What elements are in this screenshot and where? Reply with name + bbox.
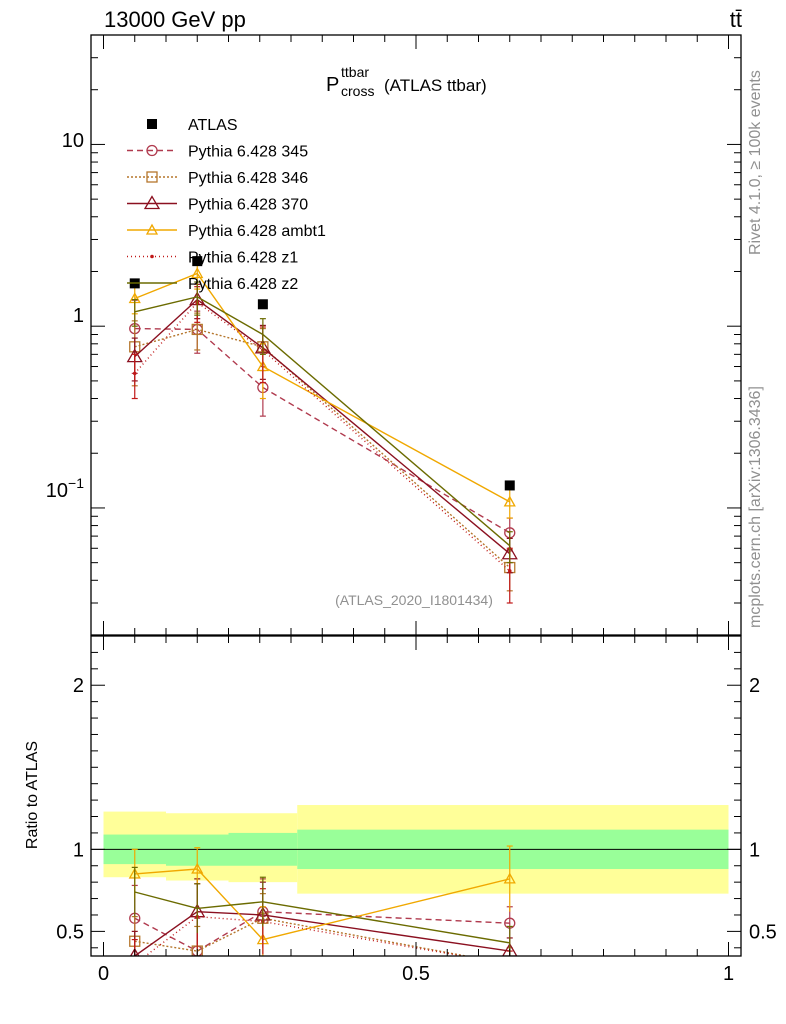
ratio-point [129,947,140,956]
ratio-line [134,891,510,944]
data-point [507,569,512,573]
ratio-frame [90,635,742,957]
series-4 [131,286,513,604]
title-rest: (ATLAS ttbar) [384,76,487,95]
reference-point [504,480,515,491]
legend-marker [150,254,154,259]
mcplots-label: mcplots.cern.ch [arXiv:1306.3436] [747,386,764,628]
series-line [134,272,511,503]
data-point [503,495,516,507]
series-line [134,296,511,547]
ratio-point [508,962,512,966]
ratio-line [134,910,510,956]
ratio-series-4 [131,883,513,966]
title-subscript: cross [341,83,374,99]
ratio-panel: 0.5 0.5 1 1 2 2 0 0.5 1 Ratio to ATLAS [24,635,777,985]
ratio-point [505,959,515,969]
ratio-series-1 [129,893,515,969]
ratio-y-tick-label-right: 0.5 [749,921,777,943]
rivet-label: Rivet 4.1.0, ≥ 100k events [747,70,764,255]
legend-label: Pythia 6.428 370 [188,197,308,214]
ratio-point [133,962,137,966]
data-point [132,371,137,376]
main-series [126,256,518,604]
ratio-y-tick-label: 1 [73,839,84,861]
legend-label: Pythia 6.428 ambt1 [188,223,326,240]
ratio-series [128,845,518,969]
x-tick-label: 0 [98,963,109,985]
ratio-y-tick-label: 2 [73,675,84,697]
reference-point [257,299,268,310]
legend-label: Pythia 6.428 346 [188,170,308,187]
ratio-y-axis-label: Ratio to ATLAS [24,741,41,849]
ratio-point [503,872,516,884]
main-ticks [91,34,741,636]
legend-item-0: Pythia 6.428 345 [127,144,308,161]
series-line [134,298,511,555]
x-tick-label: 1 [723,963,734,985]
ratio-y-tick-label-right: 2 [749,675,760,697]
y-tick-label-0.1: 10−1 [46,475,84,502]
analysis-watermark: (ATLAS_2020_I1801434) [335,592,493,608]
y-tick-label-10: 10 [62,130,84,152]
chart-title: P ttbar cross (ATLAS ttbar) [326,64,487,99]
legend-item-reference: ATLAS [147,117,238,134]
series-line [134,301,511,572]
process-label: tt̄ [730,7,742,32]
ratio-point [502,942,518,956]
legend-item-1: Pythia 6.428 346 [127,170,308,187]
energy-label: 13000 GeV pp [104,7,246,32]
data-point [191,323,203,336]
legend-item-5: Pythia 6.428 z2 [127,276,298,293]
series-5 [131,281,513,564]
ratio-ticks [91,635,741,956]
series-1 [129,312,516,592]
legend-item-3: Pythia 6.428 ambt1 [127,223,326,240]
y-tick-label-1: 1 [73,305,84,327]
legend-label: ATLAS [188,117,238,134]
series-2 [126,283,518,574]
x-tick-label: 0.5 [402,963,430,985]
legend-label: Pythia 6.428 345 [188,144,308,161]
title-superscript: ttbar [341,64,369,80]
legend-item-2: Pythia 6.428 370 [127,195,308,214]
ratio-point [191,862,204,874]
legend-label: Pythia 6.428 z1 [188,250,298,267]
legend-marker [145,223,159,235]
legend-label: Pythia 6.428 z2 [188,276,298,293]
data-point [191,267,204,279]
ratio-y-tick-label: 0.5 [56,921,84,943]
reference-point [192,256,203,267]
main-y-tick-labels: 10−1 1 10 [46,130,84,502]
ratio-series-5 [131,866,513,956]
legend-item-4: Pythia 6.428 z1 [127,250,298,267]
main-panel: P ttbar cross (ATLAS ttbar) (ATLAS_2020_… [46,34,742,636]
legend-marker [147,119,157,129]
series-line [134,327,511,534]
series-line [134,328,511,569]
legend: ATLAS Pythia 6.428 345 Pythia 6.428 346 Pyt… [127,117,326,293]
legend-marker [146,171,158,183]
series-0 [129,299,516,552]
title-main: P [326,74,339,96]
legend-marker [143,195,161,210]
ratio-tick-labels: 0.5 0.5 1 1 2 2 0 0.5 1 [56,675,777,985]
ratio-line [134,868,510,941]
ratio-y-tick-label-right: 1 [749,839,760,861]
legend-marker [146,144,158,157]
